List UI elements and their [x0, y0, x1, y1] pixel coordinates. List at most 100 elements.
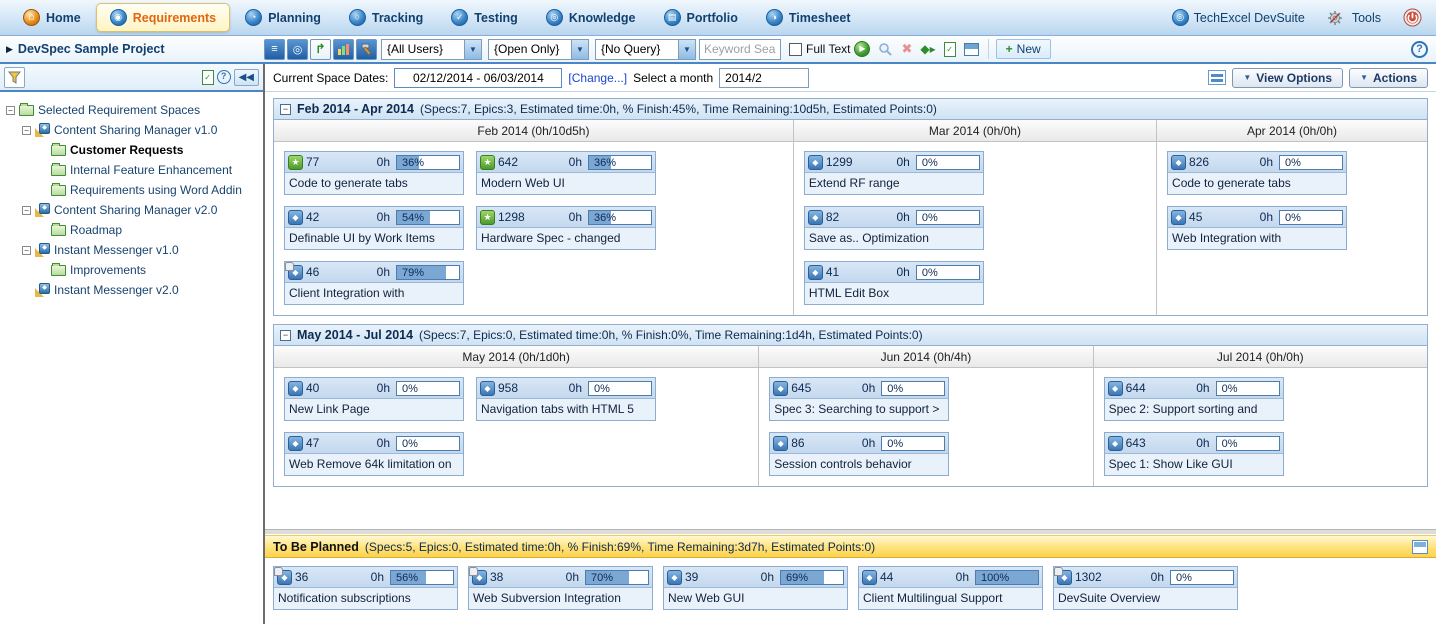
- tree-item[interactable]: Customer Requests: [2, 140, 261, 160]
- expander-icon[interactable]: −: [6, 105, 15, 115]
- filter-dropdown-1[interactable]: {Open Only} ▼: [488, 38, 589, 60]
- progress-fill: [397, 155, 420, 169]
- folder-icon: [51, 162, 66, 176]
- tree-item[interactable]: Internal Feature Enhancement: [2, 160, 261, 180]
- tab-portfolio[interactable]: ▤ Portfolio: [651, 4, 751, 31]
- spec-card[interactable]: ◆ 645 0h 0% Spec 3: Searching to support >: [769, 377, 950, 421]
- branch-view-icon[interactable]: ↱: [310, 38, 331, 60]
- full-text-checkbox[interactable]: [789, 42, 802, 56]
- tab-testing[interactable]: ✓ Testing: [438, 4, 531, 31]
- collapse-sidebar-icon[interactable]: ◀◀: [233, 68, 259, 86]
- spec-card[interactable]: ◆ 644 0h 0% Spec 2: Support sorting and: [1103, 377, 1284, 421]
- tab-tracking[interactable]: ○ Tracking: [336, 4, 436, 31]
- tree-item[interactable]: Roadmap: [2, 220, 261, 240]
- tree-item[interactable]: − ◆ Content Sharing Manager v2.0: [2, 200, 261, 220]
- panel-title-bar[interactable]: − Feb 2014 - Apr 2014 (Specs:7, Epics:3, E…: [274, 99, 1427, 120]
- chevron-down-icon[interactable]: ▼: [678, 39, 695, 59]
- spec-card[interactable]: ◆ 46 0h 79% Client Integration with: [284, 261, 464, 305]
- project-selector[interactable]: ▶ DevSpec Sample Project: [0, 42, 263, 56]
- cycle-view-icon[interactable]: ◎: [287, 38, 308, 60]
- spec-card[interactable]: ◆ 47 0h 0% Web Remove 64k limitation on: [284, 432, 464, 476]
- tree-item[interactable]: − ◆ Content Sharing Manager v1.0: [2, 120, 261, 140]
- spec-card[interactable]: ◆ 643 0h 0% Spec 1: Show Like GUI: [1103, 432, 1284, 476]
- tree-item[interactable]: Requirements using Word Addin: [2, 180, 261, 200]
- tree-view-icon[interactable]: ≡: [264, 38, 285, 60]
- spec-card[interactable]: ◆ 82 0h 0% Save as.. Optimization: [803, 206, 984, 250]
- spec-card[interactable]: ◆ 41 0h 0% HTML Edit Box: [803, 261, 984, 305]
- spec-card[interactable]: ◆ 36 0h 56% Notification subscriptions: [273, 566, 458, 610]
- tab-timesheet[interactable]: ◑ Timesheet: [753, 4, 864, 31]
- spec-card[interactable]: ◆ 958 0h 0% Navigation tabs with HTML 5: [476, 377, 656, 421]
- new-button[interactable]: + New: [995, 39, 1051, 59]
- spec-card[interactable]: ◆ 45 0h 0% Web Integration with: [1167, 206, 1348, 250]
- brand-item[interactable]: ◎ TechExcel DevSuite: [1171, 9, 1305, 26]
- expander-icon[interactable]: −: [22, 125, 31, 135]
- spec-card[interactable]: ◆ 42 0h 54% Definable UI by Work Items: [284, 206, 464, 250]
- spec-card[interactable]: ◆ 86 0h 0% Session controls behavior: [769, 432, 950, 476]
- help-icon[interactable]: ?: [1411, 40, 1428, 58]
- month-column-body: ◆ 826 0h 0% Code to generate tabs ◆ 45 0h 0% Web …: [1157, 142, 1427, 305]
- spec-title: Code to generate tabs: [285, 173, 463, 194]
- tab-knowledge[interactable]: ◎ Knowledge: [533, 4, 649, 31]
- panel-toggle-icon[interactable]: [963, 42, 979, 56]
- tree-item[interactable]: − Selected Requirement Spaces: [2, 100, 261, 120]
- restore-panel-icon[interactable]: [1412, 539, 1428, 554]
- tab-requirements[interactable]: ◉ Requirements: [95, 3, 231, 32]
- progress-fill: [976, 570, 1038, 584]
- expander-icon[interactable]: −: [22, 205, 31, 215]
- section-splitter[interactable]: [265, 529, 1436, 535]
- collapse-icon[interactable]: −: [280, 103, 291, 115]
- spec-card[interactable]: ◆ 38 0h 70% Web Subversion Integration: [468, 566, 653, 610]
- month-input[interactable]: [719, 67, 810, 88]
- space-dates-input[interactable]: [394, 67, 563, 88]
- to-be-planned-header[interactable]: To Be Planned (Specs:5, Epics:0, Estimat…: [265, 535, 1436, 558]
- spec-icon: ◆: [1171, 154, 1187, 170]
- tab-home[interactable]: ⌂ Home: [10, 4, 94, 31]
- expander-icon[interactable]: −: [22, 245, 31, 255]
- tools-menu[interactable]: Tools: [1323, 10, 1381, 26]
- columns-layout-icon[interactable]: [1208, 70, 1227, 85]
- report-icon[interactable]: ✓: [943, 41, 956, 57]
- view-options-button[interactable]: ▼ View Options: [1232, 67, 1344, 88]
- logout-power-icon[interactable]: [1403, 8, 1422, 27]
- search-icon[interactable]: [878, 42, 893, 57]
- actions-button[interactable]: ▼ Actions: [1349, 67, 1428, 88]
- chevron-down-icon[interactable]: ▼: [571, 39, 588, 59]
- go-icon[interactable]: ▶: [854, 41, 871, 57]
- forward-icon[interactable]: ◆▸: [920, 42, 936, 56]
- gear-icon: [1327, 10, 1343, 26]
- spec-card[interactable]: ◆ 40 0h 0% New Link Page: [284, 377, 464, 421]
- spec-card[interactable]: ★ 1298 0h 36% Hardware Spec - changed: [476, 206, 656, 250]
- filter-dropdown-2[interactable]: {No Query} ▼: [595, 38, 696, 60]
- tab-planning[interactable]: ◔ Planning: [232, 4, 334, 31]
- export-icon[interactable]: ✓: [201, 69, 214, 85]
- tree-item-label: Content Sharing Manager v2.0: [54, 203, 218, 217]
- spec-card[interactable]: ◆ 826 0h 0% Code to generate tabs: [1167, 151, 1348, 195]
- filter-dropdown-0[interactable]: {All Users} ▼: [381, 38, 482, 60]
- tree-item[interactable]: ◆ Instant Messenger v2.0: [2, 280, 261, 300]
- spec-card[interactable]: ◆ 44 0h 100% Client Multilingual Support: [858, 566, 1043, 610]
- spec-card[interactable]: ◆ 1302 0h 0% DevSuite Overview: [1053, 566, 1238, 610]
- linked-spec-icon: ◆: [285, 261, 303, 280]
- spec-card[interactable]: ★ 642 0h 36% Modern Web UI: [476, 151, 656, 195]
- sidebar-help-icon[interactable]: ?: [216, 70, 231, 84]
- spec-title: Extend RF range: [804, 173, 983, 194]
- tree-item[interactable]: Improvements: [2, 260, 261, 280]
- epic-icon: ★: [288, 154, 303, 170]
- panel-title-bar[interactable]: − May 2014 - Jul 2014 (Specs:7, Epics:0, E…: [274, 325, 1427, 346]
- change-link[interactable]: [Change...]: [568, 70, 628, 85]
- filter-button[interactable]: [4, 66, 25, 88]
- keyword-search-input[interactable]: [699, 38, 781, 60]
- spec-title: Navigation tabs with HTML 5: [477, 399, 655, 420]
- chevron-down-icon[interactable]: ▼: [464, 39, 481, 59]
- design-view-icon[interactable]: [356, 38, 377, 60]
- chart-view-icon[interactable]: [333, 38, 354, 60]
- spec-icon: ◆: [1171, 209, 1187, 225]
- spec-card[interactable]: ◆ 39 0h 69% New Web GUI: [663, 566, 848, 610]
- tree-item[interactable]: − ◆ Instant Messenger v1.0: [2, 240, 261, 260]
- collapse-icon[interactable]: −: [280, 329, 291, 341]
- panel-columns: Feb 2014 (0h/10d5h) ★ 77 0h 36% Code to gener…: [274, 120, 1427, 315]
- spec-card[interactable]: ◆ 1299 0h 0% Extend RF range: [803, 151, 984, 195]
- spec-card[interactable]: ★ 77 0h 36% Code to generate tabs: [284, 151, 464, 195]
- clear-icon[interactable]: ✖: [901, 41, 913, 56]
